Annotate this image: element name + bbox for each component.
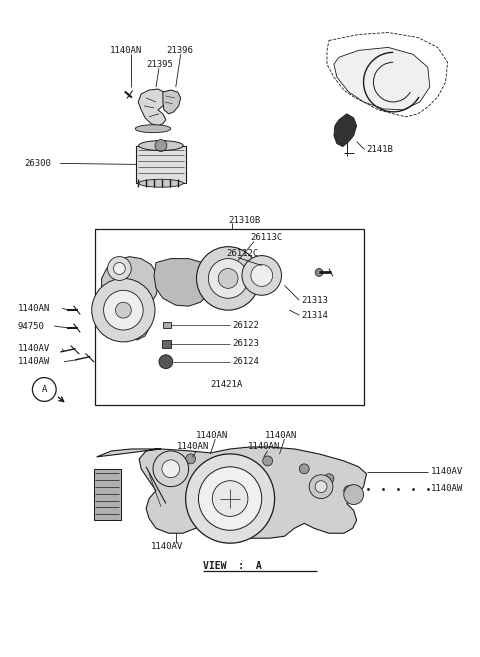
Text: 26123: 26123 xyxy=(232,340,259,348)
Text: 1140AV: 1140AV xyxy=(431,467,463,476)
Text: 1140AW: 1140AW xyxy=(431,484,463,493)
Circle shape xyxy=(33,378,56,401)
Text: 1140AV: 1140AV xyxy=(18,344,50,353)
Text: 1140AN: 1140AN xyxy=(195,430,228,440)
Circle shape xyxy=(309,475,333,499)
Text: 21395: 21395 xyxy=(146,60,173,69)
Text: 1140AN: 1140AN xyxy=(248,443,280,451)
Circle shape xyxy=(344,486,354,495)
Text: 1140AN: 1140AN xyxy=(177,443,209,451)
Circle shape xyxy=(263,456,273,466)
Circle shape xyxy=(186,454,195,464)
Polygon shape xyxy=(154,259,212,306)
Circle shape xyxy=(108,257,131,281)
Polygon shape xyxy=(138,89,166,125)
Bar xyxy=(95,229,363,405)
Polygon shape xyxy=(163,90,180,114)
Text: 26122: 26122 xyxy=(232,321,259,330)
Polygon shape xyxy=(96,447,367,538)
Text: A: A xyxy=(42,385,47,394)
Text: 26112C: 26112C xyxy=(226,249,258,258)
Text: 21396: 21396 xyxy=(166,46,193,55)
Circle shape xyxy=(155,139,167,152)
Text: 26113C: 26113C xyxy=(250,233,282,242)
Text: 26124: 26124 xyxy=(232,357,259,366)
Text: 26300: 26300 xyxy=(24,159,51,168)
Circle shape xyxy=(104,290,143,330)
Circle shape xyxy=(324,474,334,484)
Polygon shape xyxy=(334,47,430,110)
Circle shape xyxy=(315,269,323,277)
Circle shape xyxy=(92,279,155,342)
Text: 1140AN: 1140AN xyxy=(109,46,142,55)
Circle shape xyxy=(158,466,168,476)
Circle shape xyxy=(242,256,281,295)
Text: 21310B: 21310B xyxy=(228,216,260,225)
Circle shape xyxy=(162,460,180,478)
Text: VIEW  :  A: VIEW : A xyxy=(204,561,262,571)
Text: 1140AV: 1140AV xyxy=(151,541,183,551)
Text: 1140AN: 1140AN xyxy=(18,304,50,313)
Text: 2141B: 2141B xyxy=(367,145,394,154)
Bar xyxy=(94,469,121,520)
Circle shape xyxy=(113,263,125,275)
Ellipse shape xyxy=(139,141,183,150)
Polygon shape xyxy=(334,114,357,147)
Bar xyxy=(162,340,171,348)
Ellipse shape xyxy=(135,125,171,133)
Text: 21313: 21313 xyxy=(301,296,328,305)
Text: 21314: 21314 xyxy=(301,311,328,319)
Circle shape xyxy=(300,464,309,474)
Circle shape xyxy=(116,302,131,318)
Text: 1140AW: 1140AW xyxy=(18,357,50,366)
Text: 21421A: 21421A xyxy=(210,380,242,389)
Circle shape xyxy=(344,485,363,505)
Circle shape xyxy=(199,467,262,530)
Circle shape xyxy=(186,454,275,543)
Circle shape xyxy=(218,269,238,288)
Text: 94750: 94750 xyxy=(18,321,45,330)
Ellipse shape xyxy=(139,179,183,187)
Circle shape xyxy=(315,481,327,493)
Text: 1140AN: 1140AN xyxy=(264,430,297,440)
Circle shape xyxy=(212,481,248,516)
Circle shape xyxy=(251,265,273,286)
Circle shape xyxy=(159,355,173,369)
Bar xyxy=(163,322,171,328)
Bar xyxy=(136,146,186,183)
Circle shape xyxy=(196,246,260,310)
Polygon shape xyxy=(102,257,159,340)
Circle shape xyxy=(208,259,248,298)
Circle shape xyxy=(153,451,189,487)
